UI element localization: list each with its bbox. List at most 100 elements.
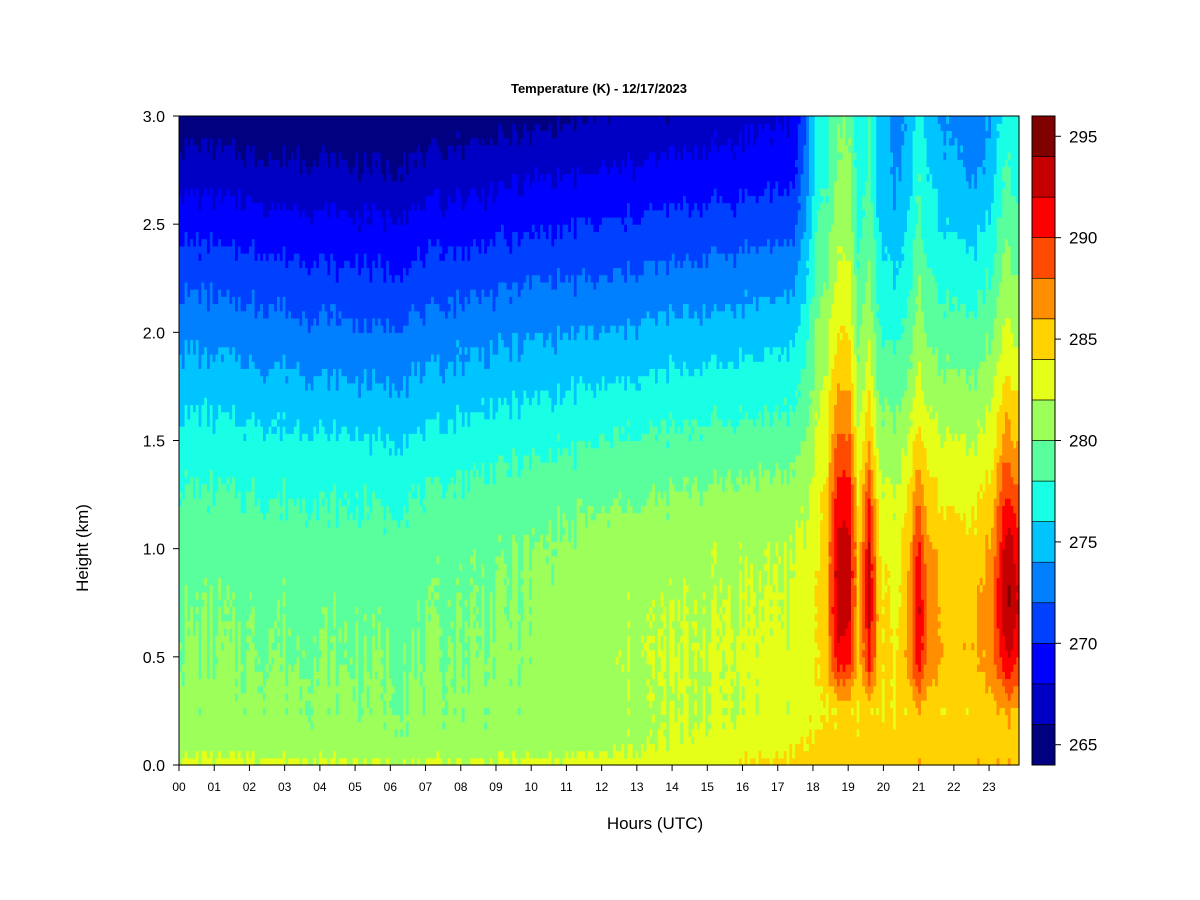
heatmap-cell xyxy=(246,642,250,651)
heatmap-cell xyxy=(358,527,362,723)
heatmap-layer xyxy=(179,116,1020,766)
heatmap-cell xyxy=(400,180,404,225)
heatmap-cell xyxy=(786,137,790,196)
heatmap-cell xyxy=(414,260,418,312)
heatmap-cell xyxy=(629,159,634,218)
heatmap-cell xyxy=(946,123,950,132)
heatmap-cell xyxy=(403,209,407,269)
heatmap-cell xyxy=(293,426,298,506)
heatmap-cell xyxy=(545,116,550,132)
heatmap-cell xyxy=(1005,534,1009,651)
heatmap-cell xyxy=(839,678,844,701)
heatmap-cell xyxy=(299,216,303,269)
heatmap-cell xyxy=(923,332,928,406)
heatmap-cell xyxy=(498,555,502,752)
heatmap-cell xyxy=(800,512,804,521)
heatmap-cell xyxy=(554,353,558,406)
heatmap-cell xyxy=(375,678,379,759)
heatmap-cell xyxy=(965,116,970,182)
heatmap-cell xyxy=(450,418,454,478)
heatmap-cell xyxy=(932,116,936,189)
heatmap-cell xyxy=(568,454,572,543)
heatmap-cell xyxy=(839,390,844,434)
heatmap-cell xyxy=(268,426,272,499)
heatmap-cell xyxy=(753,296,757,362)
heatmap-cell xyxy=(1010,195,1014,276)
heatmap-cell xyxy=(769,130,774,139)
heatmap-cell xyxy=(867,498,872,543)
heatmap-cell xyxy=(520,195,524,240)
heatmap-cell xyxy=(755,116,760,139)
heatmap-cell xyxy=(263,440,267,521)
heatmap-cell xyxy=(436,750,440,766)
heatmap-cell xyxy=(971,173,975,247)
heatmap-cell xyxy=(954,368,958,434)
heatmap-cell xyxy=(719,671,723,680)
heatmap-cell xyxy=(475,346,480,413)
heatmap-cell xyxy=(515,332,519,398)
heatmap-cell xyxy=(730,209,734,254)
heatmap-cell xyxy=(909,426,914,478)
heatmap-cell xyxy=(674,671,678,723)
heatmap-cell xyxy=(915,505,919,557)
heatmap-cell xyxy=(657,159,662,211)
heatmap-cell xyxy=(915,202,919,225)
heatmap-cell xyxy=(837,433,841,478)
heatmap-cell xyxy=(741,361,746,420)
heatmap-cell xyxy=(344,317,348,377)
heatmap-cell xyxy=(403,325,407,377)
heatmap-cell xyxy=(456,289,460,341)
heatmap-cell xyxy=(881,664,886,672)
heatmap-cell xyxy=(929,476,933,543)
heatmap-cell xyxy=(935,346,939,413)
heatmap-cell xyxy=(842,390,846,434)
heatmap-cell xyxy=(279,209,284,261)
heatmap-cell xyxy=(543,116,547,132)
heatmap-cell xyxy=(338,498,342,629)
heatmap-cell xyxy=(873,656,877,687)
heatmap-cell xyxy=(184,483,188,586)
heatmap-cell xyxy=(929,411,933,420)
heatmap-cell xyxy=(372,202,376,261)
heatmap-cell xyxy=(685,253,690,305)
heatmap-cell xyxy=(380,267,384,326)
heatmap-cell xyxy=(1013,707,1017,766)
heatmap-cell xyxy=(268,368,272,427)
heatmap-cell xyxy=(632,512,636,759)
heatmap-cell xyxy=(254,649,258,658)
heatmap-cell xyxy=(937,303,942,377)
heatmap-cell xyxy=(873,116,877,240)
heatmap-cell xyxy=(865,548,869,629)
heatmap-cell xyxy=(394,390,398,456)
heatmap-cell xyxy=(369,512,373,680)
heatmap-cell xyxy=(293,253,298,319)
heatmap-cell xyxy=(711,245,715,312)
heatmap-cell xyxy=(761,635,765,644)
heatmap-cell xyxy=(876,620,880,708)
heatmap-cell xyxy=(865,361,869,413)
heatmap-cell xyxy=(635,116,639,168)
heatmap-cell xyxy=(870,692,874,708)
heatmap-cell xyxy=(545,130,550,175)
heatmap-cell xyxy=(537,541,541,759)
heatmap-cell xyxy=(949,505,953,766)
heatmap-cell xyxy=(741,599,746,629)
heatmap-cell xyxy=(820,512,824,521)
heatmap-cell xyxy=(851,570,855,579)
heatmap-cell xyxy=(417,202,421,247)
heatmap-cell xyxy=(677,599,681,622)
colorbar-swatch xyxy=(1031,156,1056,198)
heatmap-cell xyxy=(856,736,860,766)
heatmap-cell xyxy=(856,116,860,254)
heatmap-cell xyxy=(442,382,446,434)
heatmap-cell xyxy=(797,527,802,744)
heatmap-cell xyxy=(940,368,944,449)
heatmap-cell xyxy=(571,519,575,752)
heatmap-cell xyxy=(456,144,460,189)
heatmap-cell xyxy=(915,195,919,204)
heatmap-cell xyxy=(411,433,415,485)
heatmap-cell xyxy=(792,188,796,247)
heatmap-cell xyxy=(198,303,202,369)
heatmap-cell xyxy=(977,116,981,168)
heatmap-cell xyxy=(422,671,426,687)
